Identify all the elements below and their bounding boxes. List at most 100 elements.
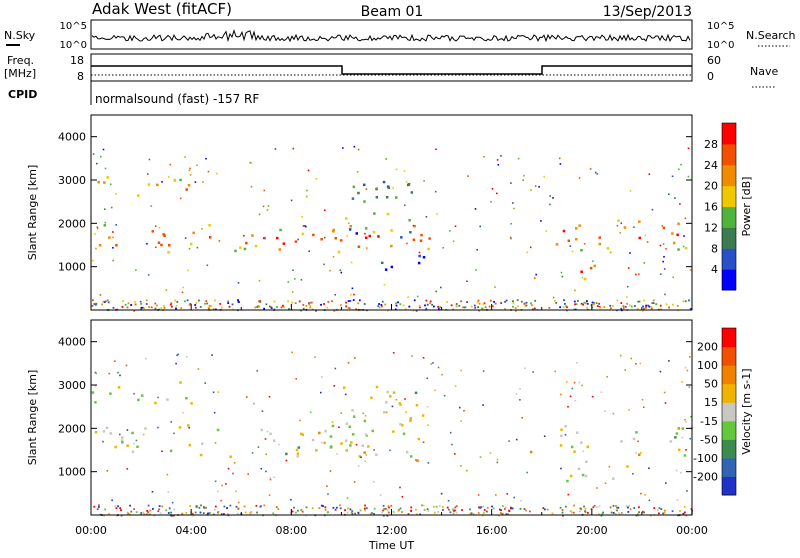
power-ground-cell: [302, 304, 305, 306]
power-ground-cell: [280, 306, 283, 309]
velocity-ground-cell: [449, 511, 452, 514]
power-ground-cell: [652, 302, 655, 304]
power-ground-cell: [259, 301, 262, 303]
velocity-sparse-cell: [640, 452, 642, 454]
power-ground-cell: [270, 306, 273, 309]
power-band-4-cell: [606, 247, 610, 250]
power-ground-cell: [150, 306, 153, 309]
velocity-sparse-cell: [365, 454, 367, 456]
power-ground-cell: [194, 304, 197, 306]
power-ground-cell: [308, 303, 311, 306]
velocity-sparse-cell: [395, 398, 398, 401]
velocity-sparse-cell: [648, 467, 650, 469]
power-sparse-cell: [535, 273, 537, 276]
velocity-ground-cell: [559, 506, 562, 509]
velocity-band-0-cell: [402, 432, 406, 436]
velocity-ground-cell: [455, 511, 458, 514]
power-ground-cell: [634, 305, 636, 307]
power-band-1-cell: [179, 178, 182, 182]
velocity-ground-cell: [587, 511, 589, 514]
velocity-band-0-cell: [324, 429, 327, 433]
power-sparse-cell: [403, 170, 406, 172]
velocity-sparse-cell: [373, 480, 375, 483]
velocity-sparse-cell: [379, 494, 382, 496]
power-colorbar-tick-label: 8: [711, 242, 718, 255]
velocity-ground-cell: [364, 509, 366, 511]
power-sparse-cell: [274, 148, 277, 150]
power-band-2-cell: [400, 236, 403, 239]
velocity-sparse-cell: [357, 465, 360, 467]
power-ground-cell: [603, 306, 606, 308]
velocity-ground-cell: [381, 511, 384, 514]
power-ground-cell: [170, 302, 173, 305]
power-band-2-cell: [355, 232, 358, 235]
velocity-ground-cell: [616, 506, 618, 509]
power-band-0-cell: [332, 228, 335, 232]
power-sparse-cell: [619, 232, 621, 234]
power-ground-cell: [460, 300, 462, 303]
power-ground-cell: [143, 307, 145, 310]
velocity-sparse-cell: [521, 417, 523, 419]
power-band-4-cell: [555, 243, 559, 246]
power-ground-cell: [565, 305, 568, 308]
power-colorbar-segment: [722, 143, 736, 166]
power-ground-cell: [378, 306, 381, 309]
power-sparse-cell: [110, 206, 113, 209]
power-ground-cell: [140, 303, 142, 305]
power-ground-cell: [176, 301, 179, 303]
velocity-sparse-cell: [261, 410, 264, 412]
velocity-ground-cell: [416, 513, 418, 516]
velocity-ground-cell: [682, 512, 685, 515]
velocity-sparse-cell: [684, 418, 686, 421]
velocity-sparse-cell: [237, 501, 240, 504]
power-sparse-cell: [552, 296, 555, 299]
power-ground-cell: [599, 306, 601, 309]
velocity-ground-cell: [181, 512, 184, 515]
power-ground-cell: [127, 302, 130, 305]
power-ground-cell: [188, 304, 191, 306]
velocity-band-5-cell: [674, 436, 677, 439]
velocity-sparse-cell: [440, 492, 443, 495]
power-sparse-cell: [356, 171, 359, 173]
power-sparse-cell: [620, 222, 623, 224]
power-ground-cell: [647, 304, 650, 307]
power-ground-cell: [207, 307, 210, 310]
power-sparse-cell: [474, 208, 477, 210]
power-sparse-cell: [187, 269, 189, 272]
velocity-sparse-cell: [360, 456, 362, 459]
velocity-band-0-cell: [361, 444, 364, 447]
velocity-band-5-cell: [559, 444, 563, 447]
velocity-ground-cell: [610, 511, 613, 514]
power-sparse-cell: [329, 269, 331, 272]
power-band-2-cell: [364, 227, 368, 230]
power-band-0-cell: [157, 241, 161, 244]
velocity-sparse-cell: [214, 442, 217, 444]
velocity-sparse-cell: [686, 490, 688, 492]
velocity-band-0-cell: [131, 450, 135, 453]
velocity-sparse-cell: [567, 406, 569, 408]
velocity-sparse-cell: [347, 362, 350, 364]
velocity-sparse-cell: [676, 499, 679, 501]
velocity-sparse-cell: [333, 385, 336, 387]
power-ground-cell: [523, 303, 526, 305]
velocity-ground-cell: [529, 510, 531, 513]
velocity-band-0-cell: [285, 452, 288, 456]
velocity-band-0-cell: [296, 455, 299, 458]
power-ground-cell: [655, 303, 658, 306]
velocity-ground-cell: [435, 505, 438, 508]
velocity-band-0-cell: [102, 430, 106, 433]
power-ground-cell: [575, 303, 578, 306]
velocity-ground-cell: [311, 507, 314, 510]
power-sparse-cell: [627, 267, 630, 269]
power-sparse-cell: [578, 177, 581, 179]
power-ground-cell: [134, 300, 136, 303]
power-ground-cell: [315, 309, 317, 312]
velocity-sparse-cell: [327, 493, 329, 495]
power-sparse-cell: [689, 269, 692, 271]
power-band-0-cell: [243, 247, 247, 251]
velocity-ytick-label: 3000: [58, 379, 86, 392]
velocity-sparse-cell: [606, 376, 608, 378]
velocity-ground-cell: [427, 510, 430, 512]
freq-label-line2: [MHz]: [4, 67, 36, 80]
velocity-sparse-cell: [320, 441, 323, 444]
